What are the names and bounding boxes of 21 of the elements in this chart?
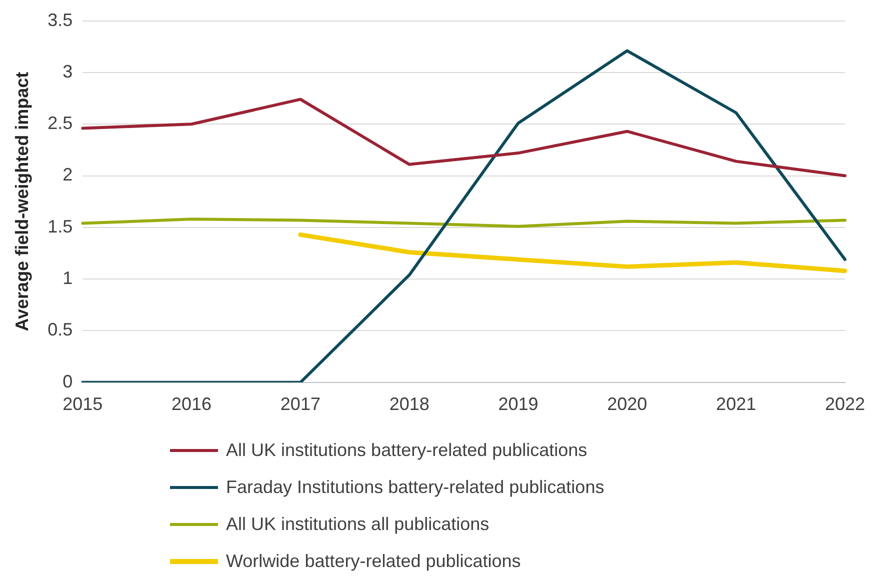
x-tick-label: 2021 (716, 394, 756, 414)
x-tick-label: 2020 (607, 394, 648, 414)
x-tick-label: 2017 (280, 394, 320, 414)
y-tick-label: 0 (62, 371, 73, 392)
y-tick-label: 1.5 (48, 216, 73, 236)
legend-label: Worlwide battery-related publications (226, 551, 521, 572)
y-tick-label: 2 (62, 164, 73, 185)
x-tick-label: 2022 (824, 394, 865, 414)
y-tick-label: 0.5 (48, 320, 73, 340)
x-tick-label: 2016 (172, 394, 212, 414)
y-tick-label: 3 (62, 61, 73, 82)
legend-label: All UK institutions all publications (226, 514, 490, 535)
y-tick-label: 2.5 (48, 113, 73, 134)
legend-label: Faraday Institutions battery-related publications (226, 477, 604, 498)
x-tick-label: 2015 (62, 394, 103, 414)
y-tick-label: 3.5 (48, 10, 73, 30)
y-axis-title: Average field-weighted impact (12, 72, 32, 332)
x-tick-label: 2018 (389, 394, 430, 414)
y-tick-label: 1 (62, 268, 73, 288)
x-tick-label: 2019 (498, 394, 538, 414)
legend-label: All UK institutions battery-related publications (226, 440, 588, 461)
